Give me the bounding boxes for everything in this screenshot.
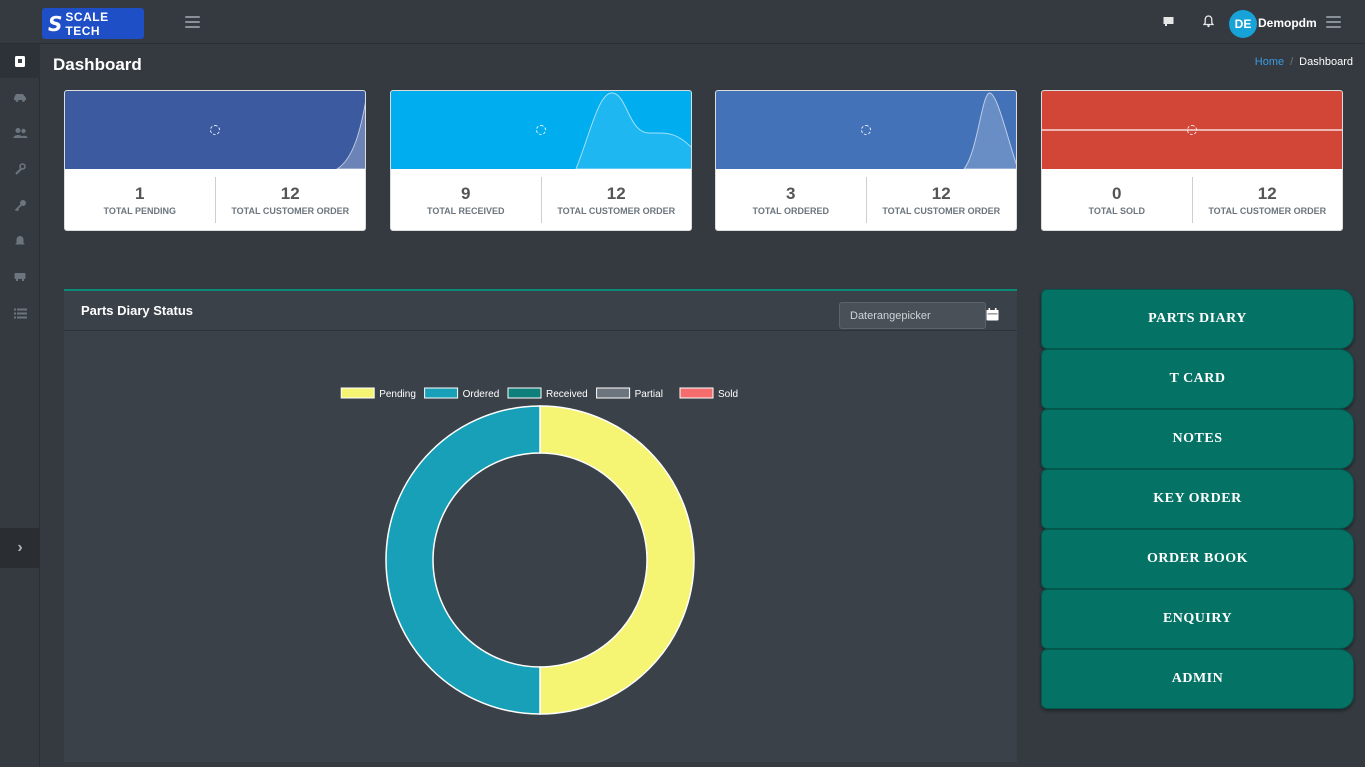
dashboard-icon[interactable] xyxy=(0,44,40,78)
stat-label: TOTAL CUSTOMER ORDER xyxy=(231,206,350,216)
menu-button-key-order[interactable]: KEY ORDER xyxy=(1041,469,1354,529)
sidebar: › xyxy=(0,44,40,767)
users-icon[interactable] xyxy=(0,116,40,150)
stat-card-pending[interactable]: 1 TOTAL PENDING 12 TOTAL CUSTOMER ORDER xyxy=(64,90,366,231)
legend-label: Pending xyxy=(379,389,416,400)
menu-icon[interactable] xyxy=(185,16,200,28)
user-avatar[interactable]: DE xyxy=(1229,10,1257,38)
legend-label: Received xyxy=(546,389,588,400)
user-name[interactable]: Demopdm xyxy=(1258,16,1317,30)
calendar-icon[interactable] xyxy=(986,308,999,321)
loading-spinner-icon xyxy=(536,125,546,135)
key-icon[interactable] xyxy=(0,188,40,222)
breadcrumb-current: Dashboard xyxy=(1299,56,1353,68)
panel-title: Parts Diary Status xyxy=(81,303,193,318)
stat-label: TOTAL ORDERED xyxy=(752,206,829,216)
top-navbar: S SCALE TECH DE Demopdm xyxy=(0,0,1365,44)
bus-icon[interactable] xyxy=(0,260,40,294)
legend-swatch xyxy=(424,387,459,399)
stat-value: 1 xyxy=(135,184,145,203)
logo-text: SCALE TECH xyxy=(65,9,109,38)
stat-value: 12 xyxy=(931,184,951,203)
legend-item[interactable]: Ordered xyxy=(424,387,500,400)
loading-spinner-icon xyxy=(1187,125,1197,135)
settings-menu-icon[interactable] xyxy=(1326,16,1341,28)
message-icon[interactable] xyxy=(1163,15,1174,29)
stat-card-sparkline xyxy=(1042,91,1342,169)
wrench-icon[interactable] xyxy=(0,152,40,186)
stat-label: TOTAL CUSTOMER ORDER xyxy=(882,206,1001,216)
stat-value: 12 xyxy=(1257,184,1277,203)
bell-icon[interactable] xyxy=(1202,15,1215,31)
menu-button-parts-diary[interactable]: PARTS DIARY xyxy=(1041,289,1354,349)
menu-button-admin[interactable]: ADMIN xyxy=(1041,649,1354,709)
sparkline-chart xyxy=(716,91,1016,169)
stat-label: TOTAL PENDING xyxy=(103,206,176,216)
logo-mark: S xyxy=(48,11,63,36)
legend-swatch xyxy=(596,387,631,399)
stat-value: 0 xyxy=(1112,184,1122,203)
stat-value: 12 xyxy=(606,184,626,203)
stat-label: TOTAL RECEIVED xyxy=(426,206,505,216)
parts-diary-status-panel: Parts Diary Status Daterangepicker Pendi… xyxy=(64,289,1017,762)
alert-bell-icon[interactable] xyxy=(0,224,40,258)
breadcrumb-home-link[interactable]: Home xyxy=(1254,56,1285,68)
menu-button-order-book[interactable]: ORDER BOOK xyxy=(1041,529,1354,589)
sidebar-collapse-button[interactable]: › xyxy=(0,528,40,568)
legend-item[interactable]: Received xyxy=(507,387,588,400)
menu-button-enquiry[interactable]: ENQUIRY xyxy=(1041,589,1354,649)
panel-header: Parts Diary Status Daterangepicker xyxy=(64,291,1017,331)
stat-value: 3 xyxy=(786,184,796,203)
legend-item[interactable]: Sold xyxy=(679,387,738,400)
legend-item[interactable]: Pending xyxy=(340,387,416,400)
loading-spinner-icon xyxy=(861,125,871,135)
list-icon[interactable] xyxy=(0,296,40,330)
car-icon[interactable] xyxy=(0,80,40,114)
stat-card-sparkline xyxy=(391,91,691,169)
daterange-input[interactable]: Daterangepicker xyxy=(839,302,986,329)
legend-item[interactable]: Partial xyxy=(596,387,663,400)
stat-card-sparkline xyxy=(65,91,365,169)
stat-card-sparkline xyxy=(716,91,1016,169)
legend-label: Sold xyxy=(718,389,738,400)
menu-button-notes[interactable]: NOTES xyxy=(1041,409,1354,469)
loading-spinner-icon xyxy=(210,125,220,135)
legend-swatch xyxy=(340,387,375,399)
stat-card-sold[interactable]: 0 TOTAL SOLD 12 TOTAL CUSTOMER ORDER xyxy=(1041,90,1343,231)
doughnut-chart-area: Pending Ordered Received Partial Sold xyxy=(64,333,1017,764)
stat-label: TOTAL SOLD xyxy=(1088,206,1145,216)
menu-button-t-card[interactable]: T CARD xyxy=(1041,349,1354,409)
page-title: Dashboard xyxy=(53,55,142,74)
stat-label: TOTAL CUSTOMER ORDER xyxy=(557,206,676,216)
doughnut-slice-pending[interactable] xyxy=(539,405,695,715)
doughnut-slice-ordered[interactable] xyxy=(385,405,541,715)
stat-value: 9 xyxy=(461,184,471,203)
stat-card-received[interactable]: 9 TOTAL RECEIVED 12 TOTAL CUSTOMER ORDER xyxy=(390,90,692,231)
legend-swatch xyxy=(507,387,542,399)
stat-card-ordered[interactable]: 3 TOTAL ORDERED 12 TOTAL CUSTOMER ORDER xyxy=(715,90,1017,231)
doughnut-chart: Pending Ordered Received Partial Sold xyxy=(340,387,738,715)
breadcrumb-separator: / xyxy=(1290,56,1294,68)
legend-label: Ordered xyxy=(463,389,500,400)
breadcrumb: Home / Dashboard xyxy=(1255,56,1353,68)
brand-logo[interactable]: S SCALE TECH xyxy=(42,8,144,39)
legend-swatch xyxy=(679,387,714,399)
stat-label: TOTAL CUSTOMER ORDER xyxy=(1208,206,1327,216)
stat-value: 12 xyxy=(280,184,300,203)
legend-label: Partial xyxy=(635,389,663,400)
